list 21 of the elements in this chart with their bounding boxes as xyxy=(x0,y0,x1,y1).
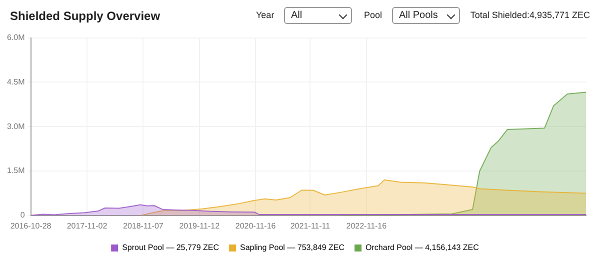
y-tick-label: 6.0M xyxy=(6,33,26,42)
y-tick-label: 3.0M xyxy=(6,122,26,131)
y-tick-label: 0 xyxy=(20,210,26,220)
x-tick-label: 2021-11-11 xyxy=(290,221,331,230)
text: All Pools xyxy=(399,9,438,23)
x-tick-label: 2016-10-28 xyxy=(10,221,52,230)
chart-title: Shielded Supply Overview xyxy=(10,9,160,23)
y-tick-label: 1.5M xyxy=(6,166,26,176)
x-tick-label: 2020-11-16 xyxy=(235,221,276,230)
legend-label: Orchard Pool — 4,156,143 ZEC xyxy=(366,243,480,252)
x-tick-label: 2022-11-16 xyxy=(346,221,388,230)
legend-label: Sapling Pool — 753,849 ZEC xyxy=(240,243,345,252)
y-tick-label: 4.5M xyxy=(6,77,26,86)
text: Year xyxy=(256,10,274,20)
text: All xyxy=(291,9,302,23)
legend-label: Sprout Pool — 25,779 ZEC xyxy=(122,243,220,252)
text: Pool xyxy=(364,10,382,20)
x-tick-label: 2017-11-02 xyxy=(66,221,108,230)
x-tick-label: 2018-11-07 xyxy=(123,221,164,230)
x-tick-label: 2019-11-12 xyxy=(179,221,220,230)
text: Total Shielded:4,935,771 ZEC xyxy=(470,10,590,20)
